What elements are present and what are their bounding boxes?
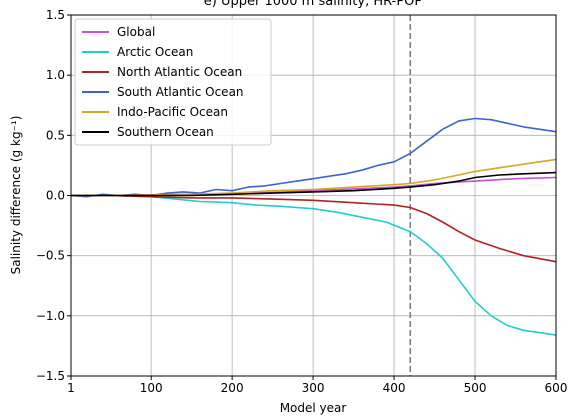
x-tick-label: 400 — [383, 381, 406, 395]
series-lines — [70, 117, 557, 336]
legend: Global Arctic Ocean North Atlantic Ocean So… — [74, 18, 272, 146]
series-line-arctic-ocean — [71, 194, 557, 336]
legend-label: Southern Ocean — [117, 125, 214, 139]
y-tick-label: 1.0 — [46, 68, 65, 82]
series-line-indo-pacific-ocean — [71, 158, 557, 197]
series-line-global — [71, 176, 557, 197]
y-tick-label: 0.5 — [46, 128, 65, 142]
x-tick-label: 1 — [67, 381, 75, 395]
legend-label: Arctic Ocean — [117, 45, 193, 59]
y-tick-label: −0.5 — [36, 249, 65, 263]
series-line-north-atlantic-ocean — [71, 194, 557, 263]
legend-label: South Atlantic Ocean — [117, 85, 244, 99]
x-tick-label: 600 — [545, 381, 568, 395]
series-line-southern-ocean — [71, 171, 557, 197]
y-tick-label: −1.0 — [36, 309, 65, 323]
legend-label: North Atlantic Ocean — [117, 65, 242, 79]
y-tick-label: −1.5 — [36, 369, 65, 383]
y-axis-label: Salinity difference (g kg⁻¹) — [9, 116, 23, 275]
legend-label: Global — [117, 25, 155, 39]
y-tick-label: 1.5 — [46, 8, 65, 22]
x-tick-label: 500 — [464, 381, 487, 395]
y-tick-label: 0.0 — [46, 189, 65, 203]
axis-ticks: 1 100 200 300 400 500 600 −1.5 −1.0 −0.5 0.0 0.5 1.0… — [36, 8, 568, 395]
legend-label: Indo-Pacific Ocean — [117, 105, 228, 119]
x-axis-label: Model year — [280, 401, 347, 415]
x-tick-label: 300 — [302, 381, 325, 395]
chart-title: e) Upper 1000 m salinity, HR-POP — [204, 0, 423, 9]
legend-box — [74, 18, 272, 146]
x-tick-label: 100 — [140, 381, 163, 395]
x-tick-label: 200 — [221, 381, 244, 395]
